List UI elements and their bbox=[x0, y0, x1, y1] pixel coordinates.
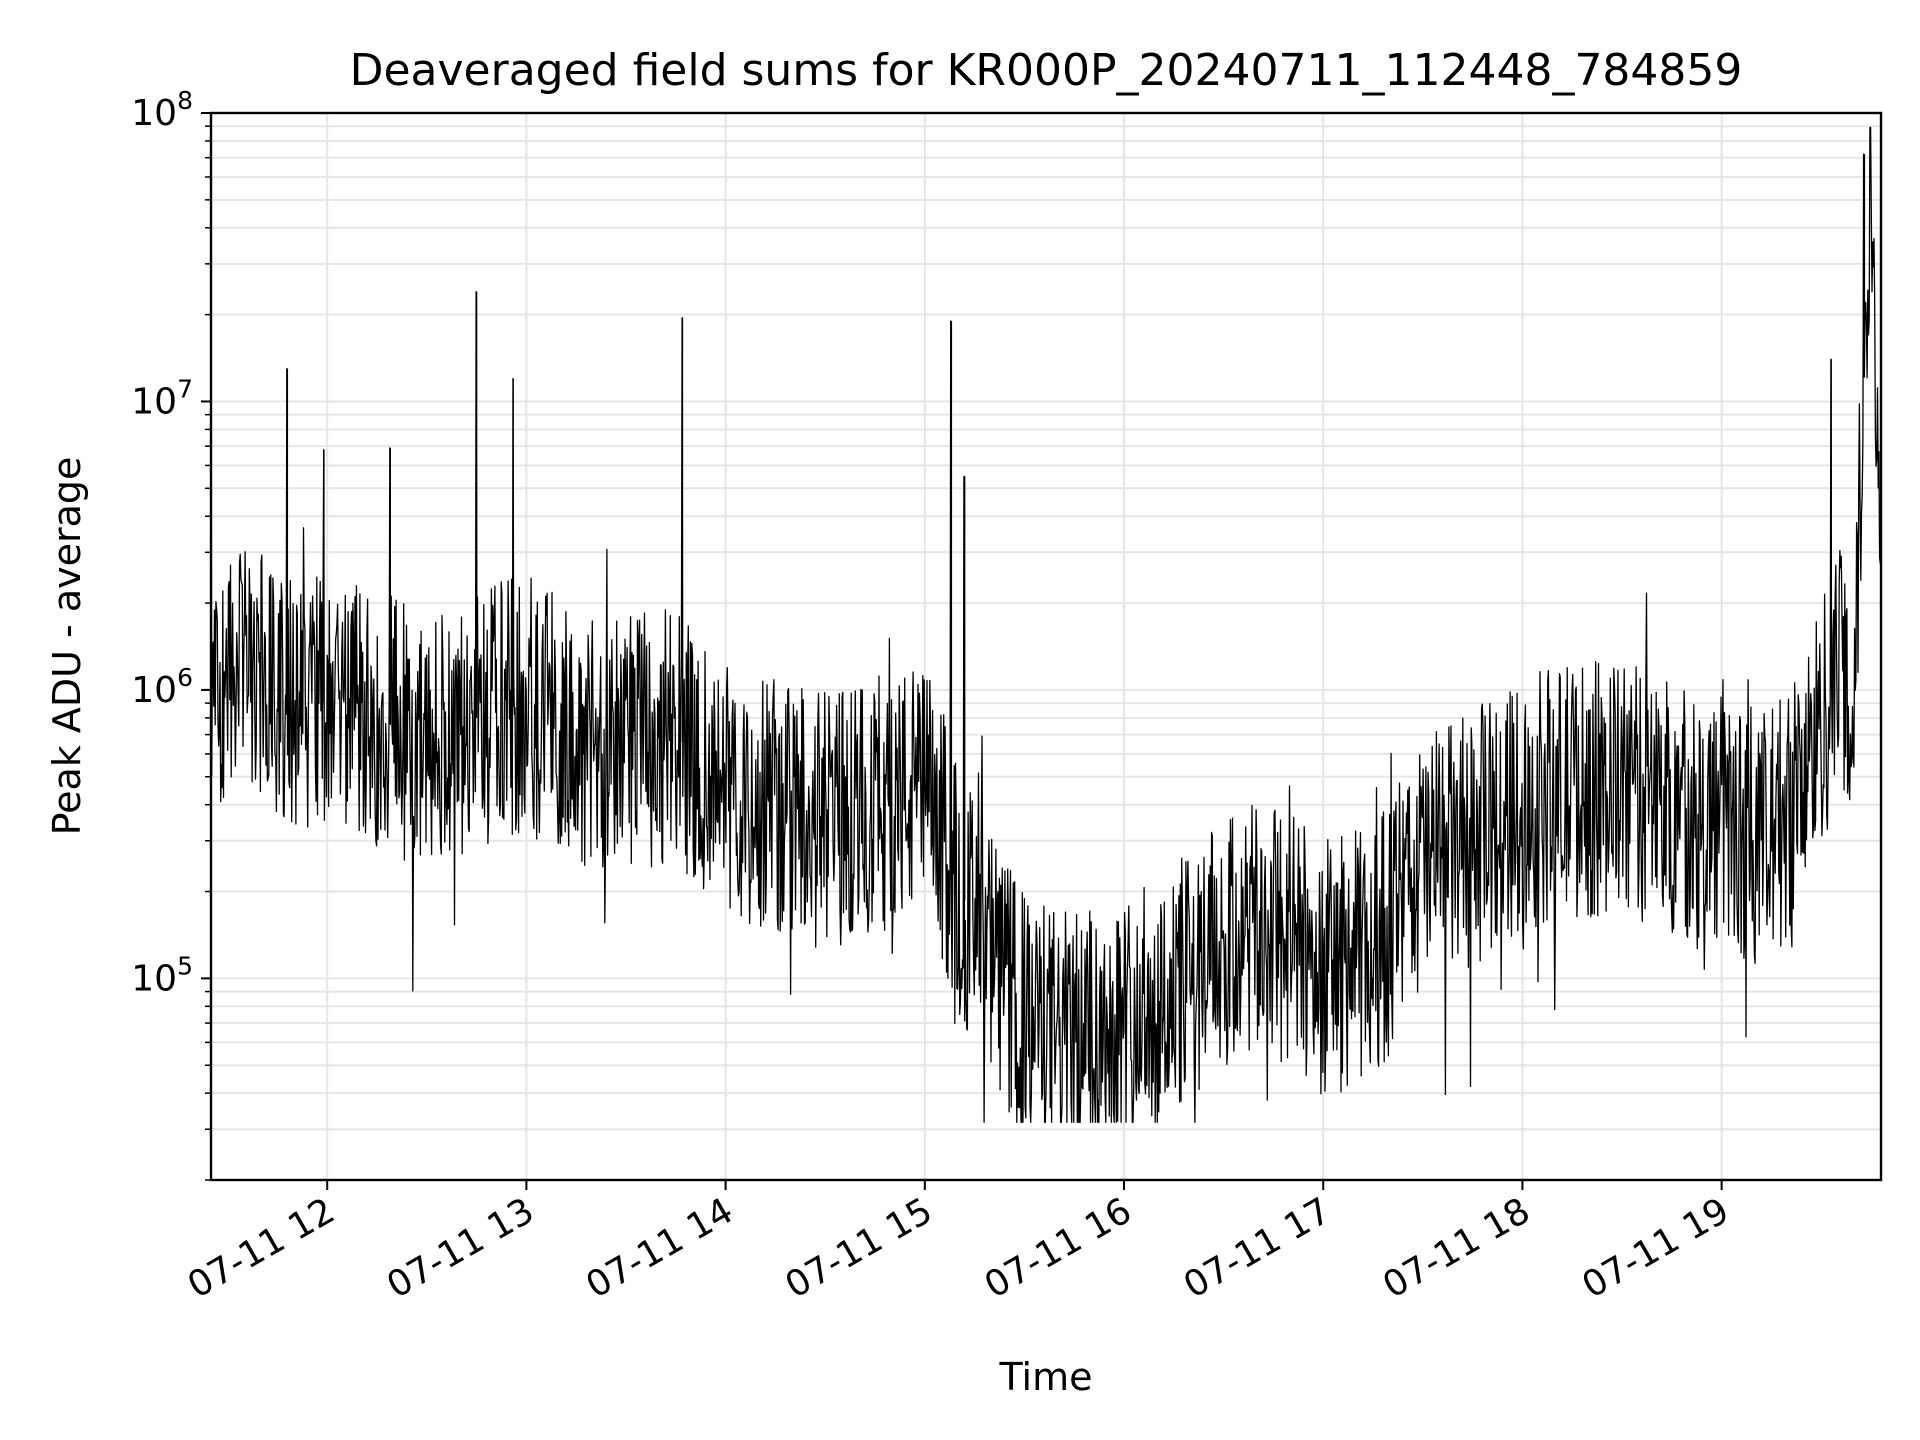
y-tick-label: 106 bbox=[131, 663, 193, 711]
plot-frame bbox=[209, 111, 1883, 1182]
y-axis-label: Peak ADU - average bbox=[45, 457, 89, 836]
y-tick-label: 107 bbox=[131, 374, 193, 422]
x-axis-label: Time bbox=[999, 1355, 1093, 1399]
y-tick-label: 108 bbox=[131, 86, 193, 134]
y-tick-label: 105 bbox=[131, 951, 193, 999]
chart-title: Deaveraged field sums for KR000P_2024071… bbox=[350, 45, 1743, 96]
series-line bbox=[210, 126, 1882, 1123]
y-axis: 105 106 107 108 bbox=[131, 86, 211, 1181]
grid-lines bbox=[211, 113, 1881, 1181]
